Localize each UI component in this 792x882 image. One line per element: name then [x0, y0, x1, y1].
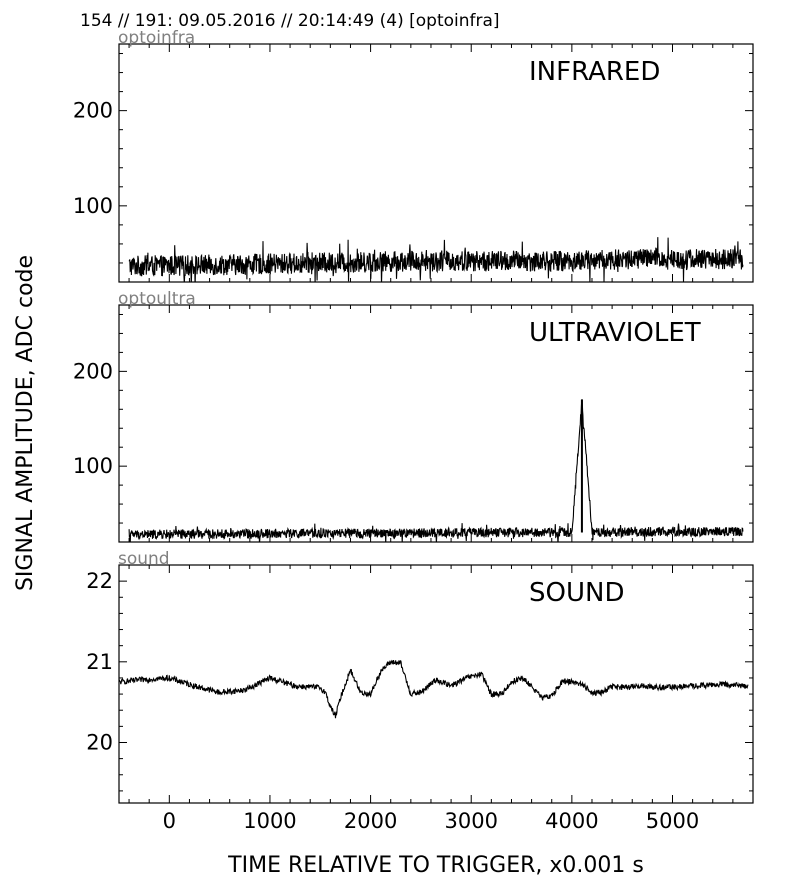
- y-tick-label: 200: [73, 359, 113, 383]
- x-tick-label: 3000: [444, 809, 497, 833]
- channel-label: sound: [118, 549, 170, 569]
- y-tick-label: 22: [86, 569, 113, 593]
- panels: 100200optoinfraINFRARED100200optoultraUL…: [73, 28, 754, 833]
- panel-sound: 20 21 22 0 1000 2000 3000 4000 5000 sound SOUND: [86, 549, 754, 833]
- panel-title: INFRARED: [529, 57, 660, 87]
- sound-trace: [119, 659, 749, 719]
- plot-frame: [118, 564, 754, 804]
- x-tick-label: 1000: [243, 809, 296, 833]
- y-axis-label: SIGNAL AMPLITUDE, ADC code: [13, 255, 38, 591]
- channel-label: optoinfra: [118, 28, 195, 48]
- y-tick-label: 21: [86, 650, 113, 674]
- panel-title: ULTRAVIOLET: [529, 318, 701, 348]
- optoinfra-trace: [128, 237, 744, 282]
- x-tick-label: 5000: [646, 809, 699, 833]
- optoultra-trace: [128, 399, 744, 542]
- channel-label: optoultra: [118, 289, 196, 309]
- panel-optoultra: 100 200 optoultra ULTRAVIOLET: [73, 289, 754, 543]
- panel-title: SOUND: [529, 578, 624, 608]
- x-tick-label: 2000: [344, 809, 397, 833]
- y-tick-label: 200: [73, 99, 113, 123]
- y-tick-label: 100: [73, 454, 113, 478]
- x-axis-label: TIME RELATIVE TO TRIGGER, x0.001 s: [227, 853, 644, 878]
- x-tick-label: 4000: [545, 809, 598, 833]
- figure-header: 154 // 191: 09.05.2016 // 20:14:49 (4) […: [80, 11, 500, 31]
- panel-optoinfra: 100 200 optoinfra INFRARED: [73, 28, 754, 283]
- plot-frame: [118, 304, 754, 543]
- y-tick-label: 100: [73, 194, 113, 218]
- y-tick-label: 20: [86, 730, 113, 754]
- x-tick-label: 0: [163, 809, 176, 833]
- plot-frame: [118, 43, 754, 283]
